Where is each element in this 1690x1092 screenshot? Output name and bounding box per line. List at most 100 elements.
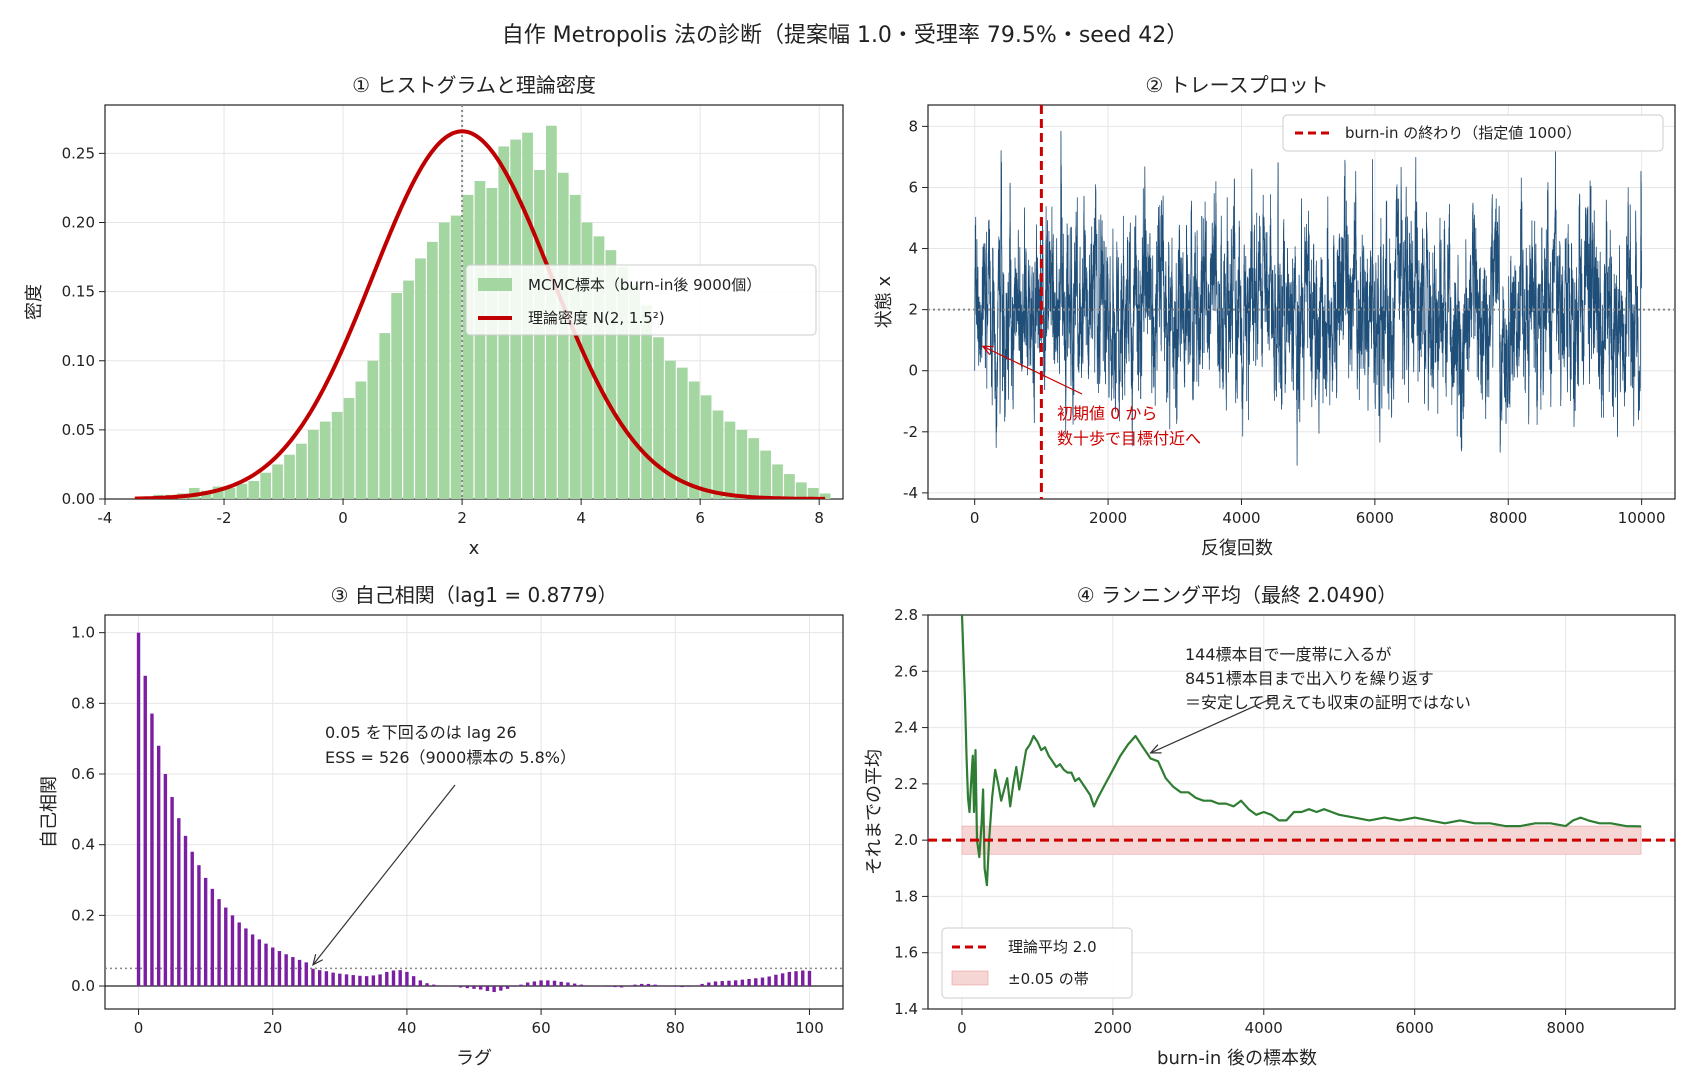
acf-bar bbox=[787, 971, 792, 987]
trace-annotation-arrow-head bbox=[981, 345, 994, 356]
acf-bar bbox=[713, 981, 718, 987]
acf-bar bbox=[499, 986, 503, 991]
acf-bar bbox=[150, 713, 154, 987]
acf-bar bbox=[559, 981, 563, 987]
acf-bar bbox=[619, 986, 624, 988]
acf-bar bbox=[686, 986, 691, 987]
density-curve bbox=[134, 129, 826, 499]
histogram-bar bbox=[748, 438, 760, 499]
acf-bar bbox=[411, 976, 416, 987]
acf-bar bbox=[673, 986, 677, 987]
acf-bar bbox=[599, 986, 604, 987]
histogram-bar bbox=[272, 464, 283, 499]
running-ytick-label: 1.8 bbox=[894, 887, 918, 905]
running-legend-box bbox=[941, 927, 1133, 999]
trace-ytick-label: 2 bbox=[908, 301, 918, 319]
histogram-panel: ① ヒストグラムと理論密度 x 密度 -4 -2 0 2 4 6 8 0.00 0.05 0.10… bbox=[24, 73, 844, 559]
running-mean-line bbox=[960, 615, 1642, 887]
acf-panel: 0 20 40 60 80 100 0.0 0.2 0.4 0.6 0.8 1.0 ③ 自己相関（lag… bbox=[39, 583, 844, 1069]
hist-xtick-label: -2 bbox=[217, 509, 232, 527]
acf-bar bbox=[432, 984, 436, 987]
histogram-bar bbox=[391, 293, 402, 499]
acf-grid bbox=[105, 615, 843, 1009]
acf-bar bbox=[801, 970, 805, 987]
histogram-bar bbox=[296, 443, 307, 499]
acf-bar bbox=[425, 983, 429, 987]
histogram-bar bbox=[224, 487, 236, 499]
acf-bar bbox=[485, 986, 490, 991]
running-ytick-label: 2.0 bbox=[894, 831, 918, 849]
acf-bar bbox=[224, 907, 228, 987]
acf-bar bbox=[210, 888, 215, 987]
acf-bar bbox=[203, 877, 208, 987]
acf-bar bbox=[774, 974, 778, 987]
trace-annotation-arrow-shaft bbox=[982, 345, 1083, 395]
running-xtick-label: 2000 bbox=[1094, 1019, 1132, 1037]
acf-bar bbox=[646, 983, 651, 987]
acf-bar bbox=[418, 980, 423, 987]
running-mean-panel: ④ ランニング平均（最終 2.0490） burn-in 後の標本数 それまでの… bbox=[864, 583, 1676, 1069]
legend-label-mcmc: MCMC標本（burn-in後 9000個） bbox=[528, 276, 761, 294]
legend-label-burnin: burn-in の終わり（指定値 1000） bbox=[1345, 124, 1581, 142]
acf-bar bbox=[163, 774, 168, 987]
histogram-bar bbox=[236, 483, 248, 499]
acf-bar bbox=[740, 979, 745, 987]
acf-bar bbox=[257, 939, 262, 987]
clip-acf-content bbox=[105, 632, 843, 993]
acf-bar bbox=[338, 973, 342, 987]
trace-annotation-line-2: 数十歩で目標付近へ bbox=[1057, 429, 1201, 448]
acf-bar bbox=[552, 980, 557, 987]
clip-running-content bbox=[928, 615, 1675, 887]
acf-bar bbox=[271, 947, 275, 987]
acf-bar bbox=[680, 986, 684, 988]
acf-bar bbox=[754, 978, 758, 987]
acf-bar bbox=[183, 835, 188, 987]
acf-annotation-line-1: 0.05 を下回るのは lag 26 bbox=[325, 723, 517, 742]
acf-xtick-label: 80 bbox=[666, 1019, 685, 1037]
acf-annotation-line-2: ESS = 526（9000標本の 5.8%） bbox=[325, 748, 576, 767]
trace-legend: burn-in の終わり（指定値 1000） bbox=[1282, 114, 1664, 152]
histogram-legend-box bbox=[465, 264, 817, 336]
figure-title: 自作 Metropolis 法の診断（提案幅 1.0・受理率 79.5%・see… bbox=[502, 23, 1189, 48]
clip-trace-content bbox=[928, 105, 1675, 499]
acf-ytick-label: 0.8 bbox=[71, 694, 95, 712]
acf-bar bbox=[707, 982, 711, 987]
acf-bar bbox=[666, 986, 671, 987]
acf-bar bbox=[291, 957, 295, 987]
trace-xtick-label: 4000 bbox=[1222, 509, 1260, 527]
acf-xlabel: ラグ bbox=[456, 1048, 492, 1069]
acf-bar bbox=[606, 986, 610, 987]
acf-annotation-arrow-shaft bbox=[312, 784, 456, 966]
acf-ytick-label: 0.0 bbox=[71, 977, 95, 995]
hist-axes: -4 -2 0 2 4 6 8 0.00 0.05 0.10 0.15 0.20 0.25 bbox=[62, 104, 844, 527]
acf-bar bbox=[264, 943, 268, 987]
histogram-bar bbox=[331, 411, 343, 499]
acf-bar bbox=[479, 986, 483, 990]
histogram-bar bbox=[415, 258, 426, 499]
acf-bar bbox=[237, 922, 241, 987]
trace-ytick-label: 8 bbox=[908, 117, 918, 135]
histogram-bar bbox=[284, 454, 295, 499]
acf-ytick-label: 0.2 bbox=[71, 906, 95, 924]
acf-bar bbox=[633, 984, 637, 987]
legend-label-band: ±0.05 の帯 bbox=[1008, 970, 1089, 988]
acf-xtick-label: 100 bbox=[795, 1019, 824, 1037]
histogram-bar bbox=[450, 215, 462, 499]
acf-ytick-label: 1.0 bbox=[71, 624, 95, 642]
acf-bar bbox=[143, 675, 147, 987]
hist-ytick-label: 0.20 bbox=[62, 214, 95, 232]
acf-xtick-label: 0 bbox=[134, 1019, 144, 1037]
running-xtick-label: 6000 bbox=[1396, 1019, 1434, 1037]
acf-bar bbox=[438, 985, 443, 987]
acf-bar bbox=[344, 974, 349, 987]
histogram-bar bbox=[676, 367, 688, 499]
histogram-bar bbox=[379, 333, 391, 499]
acf-bar bbox=[317, 970, 322, 987]
hist-xtick-label: 0 bbox=[338, 509, 348, 527]
histogram-bar bbox=[724, 421, 736, 499]
acf-bar bbox=[760, 977, 765, 987]
acf-bar bbox=[385, 971, 389, 987]
acf-bar bbox=[660, 985, 664, 987]
acf-bar bbox=[794, 971, 798, 987]
